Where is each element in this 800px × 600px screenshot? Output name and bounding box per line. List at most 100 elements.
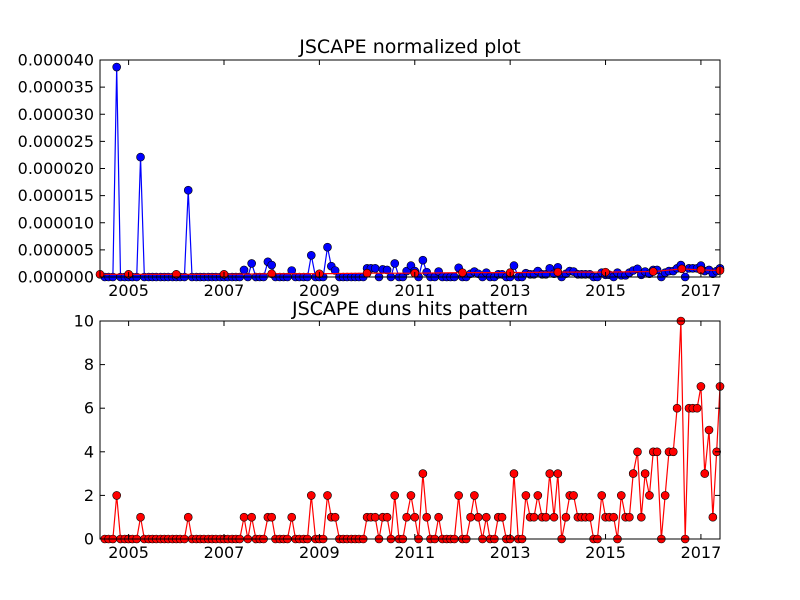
data-point: [112, 491, 121, 500]
data-point: [648, 267, 658, 276]
data-point: [454, 491, 463, 500]
data-point: [323, 491, 332, 500]
data-point: [625, 512, 634, 522]
data-point: [402, 512, 411, 522]
data-point: [239, 265, 249, 275]
y-tick-label: 6: [84, 399, 94, 418]
data-point: [637, 512, 646, 522]
data-point: [330, 266, 340, 275]
data-point: [561, 512, 571, 522]
y-tick-label: 8: [84, 355, 94, 374]
data-point: [382, 265, 392, 275]
x-tick-label: 2015: [585, 543, 626, 562]
y-tick-label: 0.000030: [18, 105, 94, 124]
plot-area: [100, 60, 720, 277]
data-point: [247, 512, 256, 522]
x-tick-label: 2009: [299, 543, 340, 562]
data-point: [267, 269, 276, 279]
y-tick-label: 0.000020: [18, 159, 94, 178]
data-point: [545, 469, 555, 478]
y-tick-label: 0.000040: [18, 51, 94, 70]
data-point: [708, 512, 718, 522]
data-point: [633, 447, 642, 457]
data-point: [267, 260, 276, 270]
data-point: [306, 251, 316, 260]
data-point: [497, 512, 507, 522]
data-point: [549, 512, 559, 522]
data-point: [597, 491, 607, 500]
data-point: [422, 512, 431, 522]
data-point: [136, 512, 145, 522]
data-point: [136, 152, 145, 162]
data-point: [239, 512, 249, 522]
bottom-chart: 2005 2007 2009 2011 2013 2015 2017 0 2 4 6 8 10 JSCAP…: [74, 298, 725, 562]
data-point: [616, 491, 626, 500]
x-tick-label: 2007: [204, 543, 245, 562]
y-tick-label: 0.000025: [18, 132, 94, 151]
data-point: [470, 491, 479, 500]
data-point: [529, 512, 539, 522]
chart-title: JSCAPE duns hits pattern: [291, 298, 528, 320]
data-point: [700, 469, 710, 478]
data-point: [390, 491, 400, 500]
x-tick-label: 2005: [108, 281, 149, 300]
y-tick-label: 0.000035: [18, 78, 94, 97]
data-point: [672, 403, 682, 413]
x-tick-label: 2011: [394, 543, 435, 562]
data-point: [418, 469, 428, 478]
data-point: [521, 491, 531, 500]
data-point: [677, 264, 687, 274]
x-tick-label: 2009: [299, 281, 340, 300]
data-point: [509, 261, 519, 270]
x-tick-label: 2011: [394, 281, 435, 300]
data-point: [287, 266, 297, 275]
data-point: [306, 491, 316, 500]
plot-area: [100, 321, 720, 539]
data-point: [406, 491, 416, 500]
top-chart: 2005 2007 2009 2011 2013 2015 2017 0.000000 0.00…: [18, 36, 725, 300]
y-tick-label: 0.000015: [18, 186, 94, 205]
y-tick-label: 4: [84, 442, 94, 461]
data-point: [482, 512, 491, 522]
y-tick-label: 10: [74, 312, 94, 331]
y-tick-label: 0.000005: [18, 240, 94, 259]
data-point: [434, 512, 443, 522]
x-tick-label: 2017: [681, 543, 722, 562]
data-point: [458, 268, 467, 277]
series-line-1: [100, 268, 721, 275]
data-point: [645, 491, 654, 500]
x-tick-label: 2007: [204, 281, 245, 300]
data-point: [628, 469, 638, 478]
data-point: [390, 259, 400, 268]
data-point: [247, 259, 256, 268]
data-point: [533, 491, 543, 500]
data-point: [509, 469, 519, 478]
x-tick-label: 2017: [681, 281, 722, 300]
data-point: [609, 512, 618, 522]
data-point: [267, 512, 276, 522]
data-point: [183, 512, 193, 522]
data-point: [541, 512, 551, 522]
data-point: [183, 185, 193, 195]
data-point: [704, 425, 714, 435]
data-point: [585, 512, 595, 522]
x-tick-label: 2015: [585, 281, 626, 300]
data-point: [330, 512, 340, 522]
y-tick-label: 2: [84, 486, 94, 505]
data-point: [287, 512, 297, 522]
data-point: [362, 268, 372, 278]
data-point: [553, 469, 563, 478]
y-tick-label: 0: [84, 530, 94, 549]
data-point: [323, 242, 332, 252]
data-point: [569, 491, 578, 500]
data-point: [466, 512, 475, 522]
data-point: [382, 512, 392, 522]
data-point: [370, 264, 380, 273]
x-tick-label: 2013: [490, 543, 531, 562]
data-point: [418, 255, 428, 265]
y-tick-label: 0.000010: [18, 213, 94, 232]
data-point: [640, 469, 650, 478]
chart-title: JSCAPE normalized plot: [298, 36, 520, 58]
data-point: [473, 512, 483, 522]
